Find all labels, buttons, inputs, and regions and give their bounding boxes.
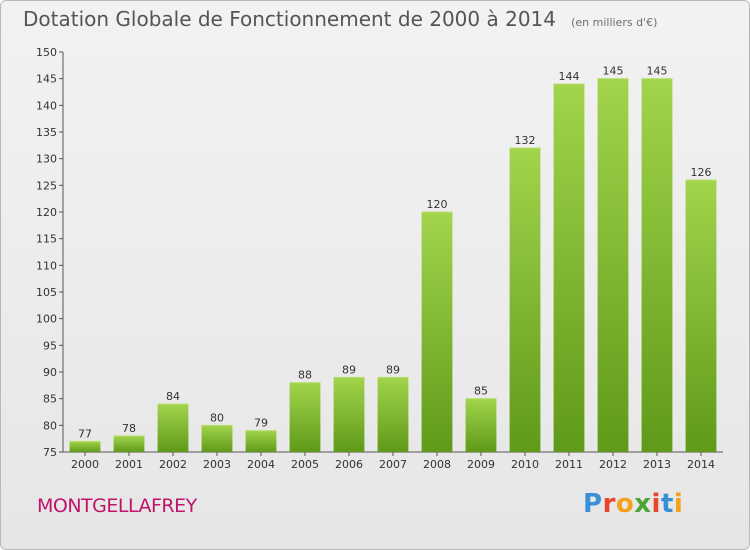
bar-2004 <box>245 430 277 452</box>
data-label: 132 <box>515 134 536 147</box>
x-tick-label: 2010 <box>511 458 539 471</box>
y-tick-label: 115 <box>36 233 57 246</box>
x-tick-label: 2012 <box>599 458 627 471</box>
x-tick-label: 2003 <box>203 458 231 471</box>
y-tick-label: 90 <box>43 366 57 379</box>
bar-2007 <box>377 377 409 452</box>
x-tick-label: 2000 <box>71 458 99 471</box>
y-tick-label: 135 <box>36 126 57 139</box>
logo-letter: i <box>651 489 661 519</box>
y-tick-label: 110 <box>36 259 57 272</box>
data-label: 144 <box>559 70 580 83</box>
data-label: 126 <box>691 166 712 179</box>
y-tick-label: 150 <box>36 46 57 59</box>
commune-name: MONTGELLAFREY <box>37 495 197 517</box>
y-tick-label: 130 <box>36 153 57 166</box>
chart-subtitle: (en milliers d'€) <box>571 16 658 29</box>
bars <box>69 78 717 453</box>
x-tick-label: 2001 <box>115 458 143 471</box>
data-label: 80 <box>210 411 224 424</box>
y-tick-label: 105 <box>36 286 57 299</box>
logo-letter: r <box>602 489 616 519</box>
y-tick-label: 80 <box>43 419 57 432</box>
data-label: 79 <box>254 417 268 430</box>
bar-2014 <box>685 180 717 452</box>
data-label: 78 <box>122 422 136 435</box>
x-tick-label: 2011 <box>555 458 583 471</box>
x-tick-label: 2004 <box>247 458 275 471</box>
bar-2012 <box>597 78 629 453</box>
bar-2009 <box>465 398 497 452</box>
bar-2000 <box>69 441 101 452</box>
logo-letter: i <box>673 489 684 519</box>
y-tick-label: 95 <box>43 339 57 352</box>
data-label: 85 <box>474 385 488 398</box>
logo-letter: t <box>660 489 674 519</box>
bar-2001 <box>113 436 145 452</box>
bar-2006 <box>333 377 365 452</box>
bar-2011 <box>553 84 585 452</box>
data-label: 88 <box>298 369 312 382</box>
data-label: 89 <box>386 363 400 376</box>
axes: 75 80 85 90 95 100 105 110 115 120 125 130 135 140 145… <box>36 46 723 471</box>
y-tick-label: 75 <box>43 446 57 459</box>
proxiti-logo: Proxiti <box>583 489 683 519</box>
logo-letter: x <box>634 489 652 519</box>
y-tick-label: 125 <box>36 179 57 192</box>
bar-2003 <box>201 425 233 452</box>
bar-2005 <box>289 382 321 452</box>
data-label: 77 <box>78 427 92 440</box>
x-tick-label: 2008 <box>423 458 451 471</box>
y-tick-label: 85 <box>43 393 57 406</box>
logo-letter: o <box>615 489 635 519</box>
y-tick-label: 100 <box>36 313 57 326</box>
bar-2002 <box>157 404 189 452</box>
x-tick-label: 2014 <box>687 458 715 471</box>
y-tick-label: 120 <box>36 206 57 219</box>
x-tick-label: 2006 <box>335 458 363 471</box>
bar-2008 <box>421 212 453 452</box>
x-tick-label: 2013 <box>643 458 671 471</box>
data-label: 84 <box>166 390 180 403</box>
bar-2010 <box>509 148 541 452</box>
y-tick-label: 140 <box>36 99 57 112</box>
data-label: 89 <box>342 363 356 376</box>
x-tick-label: 2007 <box>379 458 407 471</box>
x-tick-label: 2005 <box>291 458 319 471</box>
labels: 77 78 84 80 79 88 89 89 120 85 132 144 145 145 126 <box>78 65 712 441</box>
title-row: Dotation Globale de Fonctionnement de 20… <box>23 7 657 31</box>
y-tick-label: 145 <box>36 73 57 86</box>
data-label: 145 <box>603 65 624 78</box>
data-label: 120 <box>427 198 448 211</box>
x-tick-label: 2002 <box>159 458 187 471</box>
x-tick-label: 2009 <box>467 458 495 471</box>
chart-title: Dotation Globale de Fonctionnement de 20… <box>23 7 556 31</box>
bar-2013 <box>641 78 673 453</box>
data-label: 145 <box>647 65 668 78</box>
logo-letter: P <box>583 489 603 519</box>
